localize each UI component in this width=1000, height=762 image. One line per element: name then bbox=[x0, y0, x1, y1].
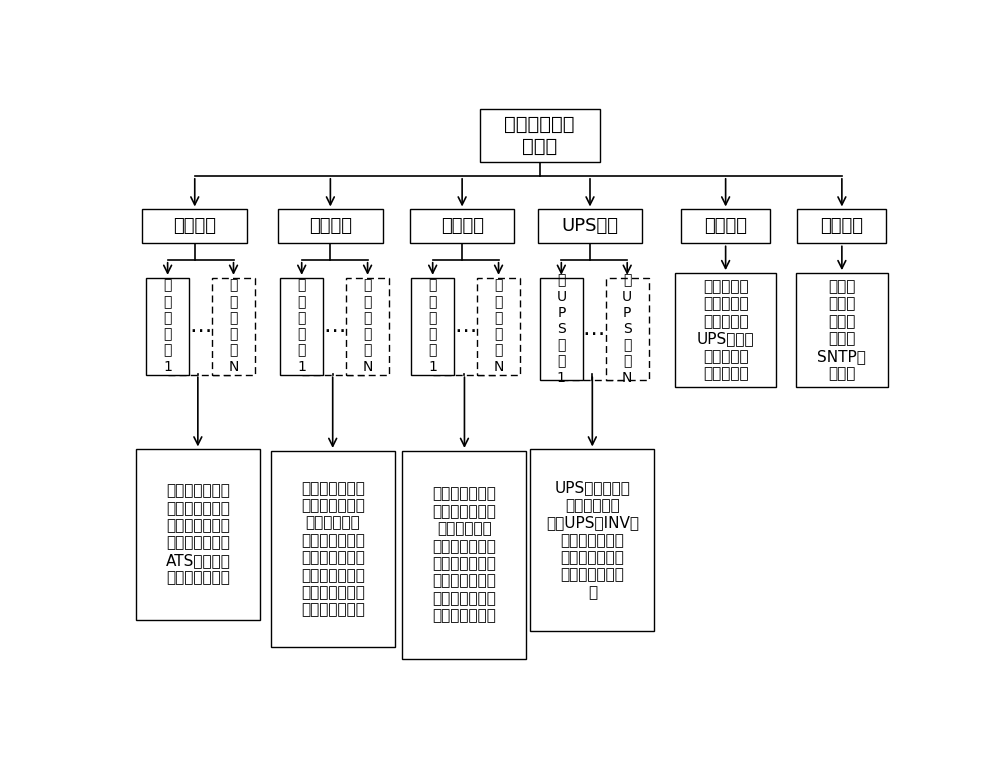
Text: …: … bbox=[454, 316, 476, 336]
FancyBboxPatch shape bbox=[530, 450, 654, 631]
FancyBboxPatch shape bbox=[346, 277, 389, 375]
Text: 子
直
流
电
源
1: 子 直 流 电 源 1 bbox=[297, 279, 306, 373]
Text: 交流电源: 交流电源 bbox=[173, 217, 216, 235]
Text: 系统配置: 系统配置 bbox=[704, 217, 747, 235]
Text: 子
通
信
电
源
N: 子 通 信 电 源 N bbox=[493, 279, 504, 373]
FancyBboxPatch shape bbox=[681, 210, 770, 243]
FancyBboxPatch shape bbox=[278, 210, 383, 243]
FancyBboxPatch shape bbox=[146, 277, 189, 375]
Text: …: … bbox=[189, 316, 211, 336]
Text: 交流电源子监控
信息，主要有：
进线、母线、馈
线、切换开关、
ATS、联络开
关、连接关系等: 交流电源子监控 信息，主要有： 进线、母线、馈 线、切换开关、 ATS、联络开 … bbox=[165, 483, 230, 585]
FancyBboxPatch shape bbox=[136, 450, 260, 620]
Text: 子
通
信
电
源
1: 子 通 信 电 源 1 bbox=[428, 279, 437, 373]
FancyBboxPatch shape bbox=[477, 277, 520, 375]
Text: 用户配置: 用户配置 bbox=[820, 217, 863, 235]
Text: 子
交
流
电
源
1: 子 交 流 电 源 1 bbox=[163, 279, 172, 373]
FancyBboxPatch shape bbox=[271, 451, 395, 648]
FancyBboxPatch shape bbox=[410, 210, 514, 243]
Text: 子
交
流
电
源
N: 子 交 流 电 源 N bbox=[228, 279, 239, 373]
Text: 通信电源: 通信电源 bbox=[441, 217, 484, 235]
FancyBboxPatch shape bbox=[675, 273, 776, 387]
FancyBboxPatch shape bbox=[280, 277, 323, 375]
Text: 子
直
流
电
源
N: 子 直 流 电 源 N bbox=[362, 279, 373, 373]
FancyBboxPatch shape bbox=[411, 277, 454, 375]
Text: 直流电源子监控
信息，主要有：
充电模块、母
线、进线、联络
开关、电池、巡
检、馈线、调压
装置、熔断器、
避雷器、绝缘等: 直流电源子监控 信息，主要有： 充电模块、母 线、进线、联络 开关、电池、巡 检… bbox=[301, 481, 365, 617]
FancyBboxPatch shape bbox=[480, 109, 600, 162]
FancyBboxPatch shape bbox=[797, 210, 886, 243]
Text: …: … bbox=[583, 319, 605, 339]
FancyBboxPatch shape bbox=[402, 451, 526, 659]
Text: …: … bbox=[323, 316, 345, 336]
Text: 变电站主界面
初始化: 变电站主界面 初始化 bbox=[504, 115, 575, 156]
Text: 通信电源子监控
信息，主要有：
充电模块、母
线、进线、联络
开关、电池、巡
检、馈线、熔断
器、避雷器、绝
缘、连接关系等: 通信电源子监控 信息，主要有： 充电模块、母 线、进线、联络 开关、电池、巡 检… bbox=[433, 487, 496, 623]
FancyBboxPatch shape bbox=[142, 210, 247, 243]
Text: 子
U
P
S
电
源
1: 子 U P S 电 源 1 bbox=[556, 274, 566, 385]
Text: 本机地
址、两
个网口
设定、
SNTP对
时设置: 本机地 址、两 个网口 设定、 SNTP对 时设置 bbox=[817, 279, 866, 381]
Text: 子
U
P
S
电
源
N: 子 U P S 电 源 N bbox=[622, 274, 632, 385]
FancyBboxPatch shape bbox=[212, 277, 255, 375]
FancyBboxPatch shape bbox=[540, 277, 583, 380]
Text: 直流电源: 直流电源 bbox=[309, 217, 352, 235]
FancyBboxPatch shape bbox=[796, 273, 888, 387]
Text: 交流电源、
直流电源、
通信电源、
UPS电源、
串口配置、
网口配置等: 交流电源、 直流电源、 通信电源、 UPS电源、 串口配置、 网口配置等 bbox=[697, 279, 754, 381]
FancyBboxPatch shape bbox=[606, 277, 649, 380]
FancyBboxPatch shape bbox=[538, 210, 642, 243]
Text: UPS电源子监控
信息，主要包
括：UPS、INV、
开关、避雷器、
熔断器、母线、
进线、连接关系
等: UPS电源子监控 信息，主要包 括：UPS、INV、 开关、避雷器、 熔断器、母… bbox=[546, 481, 639, 600]
Text: UPS电源: UPS电源 bbox=[562, 217, 618, 235]
